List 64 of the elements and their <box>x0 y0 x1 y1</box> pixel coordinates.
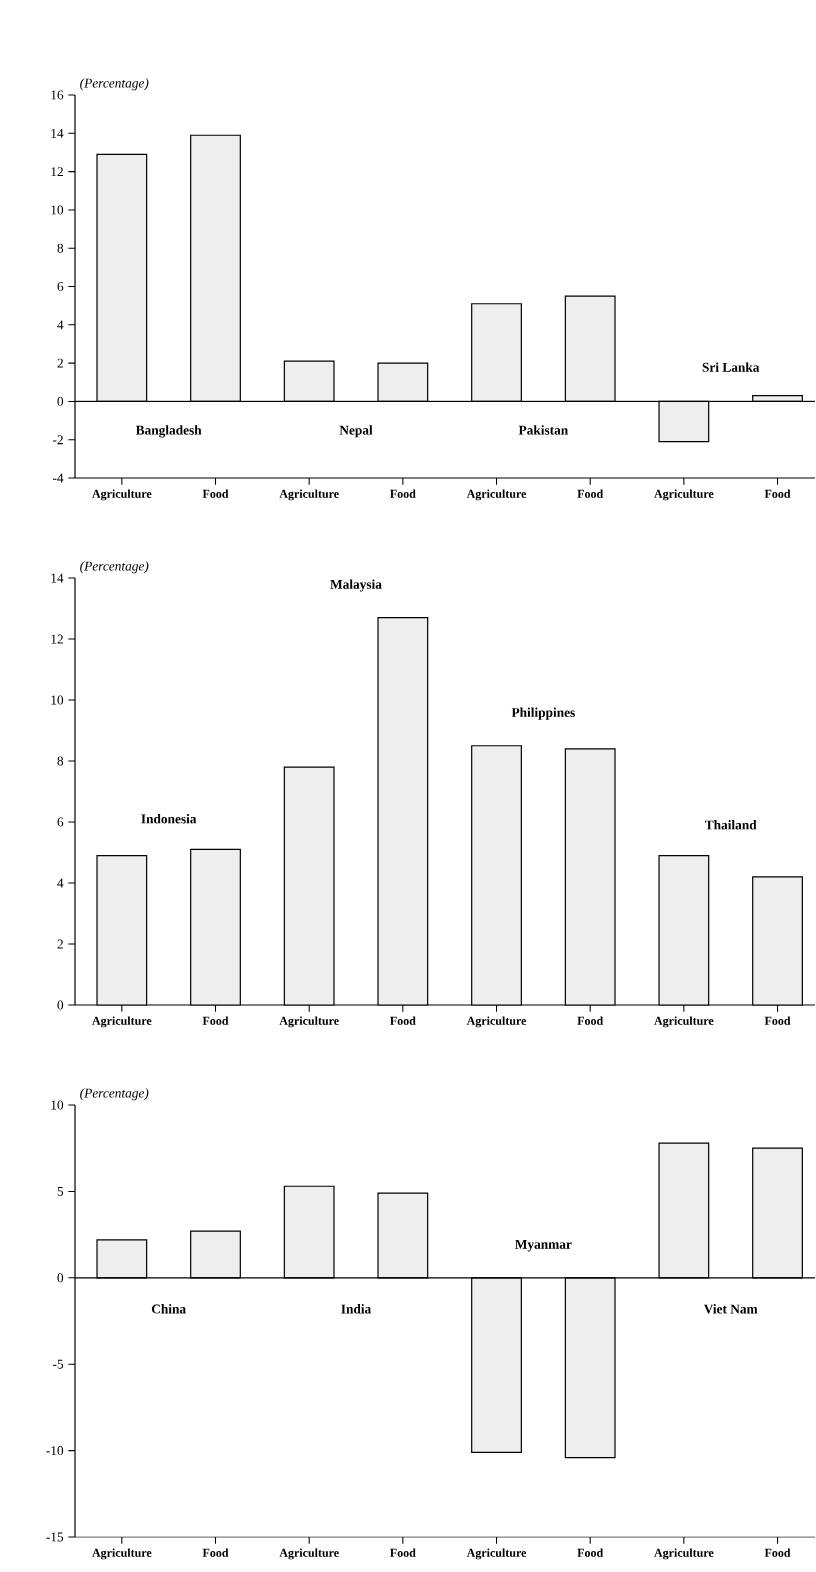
y-tick-label: 0 <box>57 1273 64 1283</box>
x-tick-label: Food <box>577 1548 604 1557</box>
x-tick-label: Agriculture <box>92 489 152 501</box>
annotation: Viet Nam <box>703 1304 758 1314</box>
y-tick-label: -5 <box>53 1359 64 1369</box>
x-tick-label: Food <box>764 1548 791 1557</box>
annotation: Indonesia <box>141 814 197 824</box>
x-tick-label: Food <box>764 1016 791 1025</box>
annotation: Sri Lanka <box>702 362 760 372</box>
y-tick-label: 4 <box>57 878 64 888</box>
x-tick-label: Food <box>390 489 416 498</box>
x-tick-label: Agriculture <box>654 1016 714 1028</box>
y-tick-label: 10 <box>51 205 64 215</box>
annotation: Nepal <box>339 425 373 438</box>
x-tick-label: Food <box>390 1548 416 1557</box>
y-tick-label: 0 <box>57 1000 64 1010</box>
y-tick-label: 10 <box>51 1100 64 1110</box>
y-tick-label: -10 <box>46 1446 64 1456</box>
annotation: Bangladesh <box>135 425 202 438</box>
annotation: Thailand <box>704 820 757 830</box>
y-tick-label: 8 <box>57 756 64 766</box>
x-tick-label: Food <box>764 489 791 498</box>
x-tick-label: Food <box>577 1016 604 1025</box>
annotation: Myanmar <box>515 1239 572 1252</box>
x-tick-label: Agriculture <box>466 1016 527 1028</box>
annotation: China <box>151 1304 186 1314</box>
annotation: Pakistan <box>518 425 568 435</box>
x-tick-label: Agriculture <box>279 1016 339 1028</box>
x-tick-label: Food <box>390 1016 416 1025</box>
y-tick-label: -15 <box>46 1532 64 1542</box>
y-tick-label: 0 <box>57 396 64 406</box>
y-axis-title: (Percentage) <box>80 1088 149 1101</box>
x-tick-label: Food <box>577 489 604 498</box>
x-tick-label: Food <box>202 1016 229 1025</box>
y-tick-label: 12 <box>51 634 63 644</box>
annotation: Philippines <box>511 707 575 720</box>
x-tick-label: Agriculture <box>92 1548 152 1560</box>
y-tick-label: 10 <box>51 695 64 705</box>
x-tick-label: Agriculture <box>654 489 714 501</box>
y-tick-label: 2 <box>57 358 63 368</box>
annotation: India <box>341 1304 371 1314</box>
x-tick-label: Food <box>202 489 229 498</box>
y-tick-label: -2 <box>53 435 63 445</box>
y-axis-title: (Percentage) <box>80 561 149 574</box>
y-tick-label: 6 <box>57 282 64 291</box>
x-tick-label: Agriculture <box>466 1548 527 1560</box>
x-tick-label: Agriculture <box>279 1548 339 1560</box>
y-tick-label: 5 <box>57 1186 64 1196</box>
y-tick-label: 4 <box>57 320 64 330</box>
y-tick-label: 6 <box>57 817 64 827</box>
x-tick-label: Agriculture <box>92 1016 152 1028</box>
y-tick-label: 12 <box>51 167 63 177</box>
x-tick-label: Agriculture <box>654 1548 714 1560</box>
x-tick-label: Agriculture <box>466 489 527 501</box>
y-tick-label: 8 <box>57 243 64 253</box>
y-tick-label: 14 <box>51 573 64 583</box>
x-tick-label: Agriculture <box>279 489 339 501</box>
x-tick-label: Food <box>202 1548 229 1557</box>
y-tick-label: -4 <box>53 473 64 483</box>
y-axis-title: (Percentage) <box>80 78 149 91</box>
y-tick-label: 16 <box>51 90 64 100</box>
annotation: Malaysia <box>330 579 382 592</box>
y-tick-label: 2 <box>57 939 63 949</box>
y-tick-label: 14 <box>51 128 64 138</box>
